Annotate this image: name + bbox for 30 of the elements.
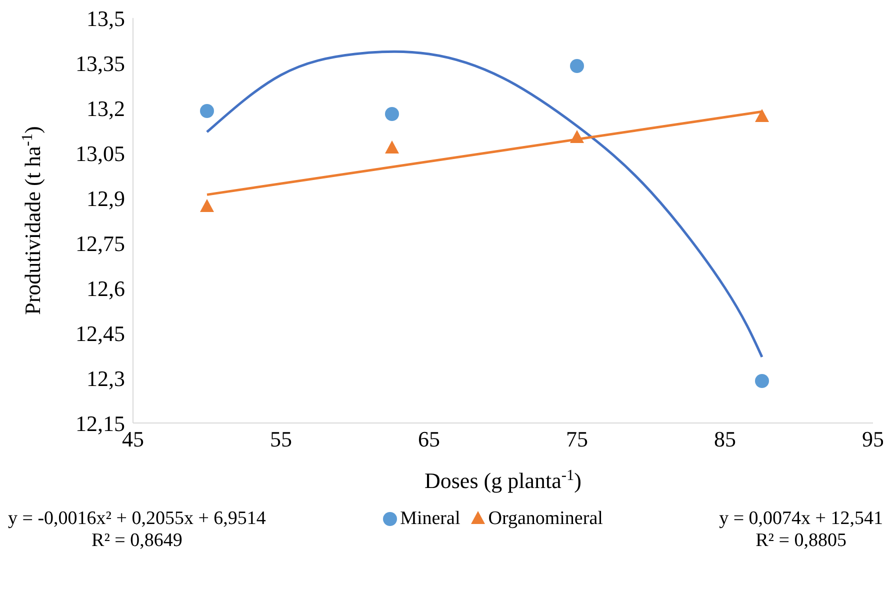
x-tick-label: 75 bbox=[566, 426, 588, 452]
legend-label: Mineral bbox=[400, 508, 460, 530]
x-tick-label: 85 bbox=[714, 426, 736, 452]
y-tick-label: 12,45 bbox=[76, 320, 125, 346]
text: y = -0,0016x² + 0,2055x + 6,9514 bbox=[8, 508, 266, 530]
point bbox=[570, 59, 584, 73]
y-tick-label: 12,15 bbox=[76, 410, 125, 436]
x-tick-label: 55 bbox=[270, 426, 292, 452]
x-tick-label: 95 bbox=[862, 426, 884, 452]
text: R² = 0,8649 bbox=[90, 530, 184, 552]
y-tick-label: 12,3 bbox=[86, 366, 125, 391]
y-tick-label: 13,2 bbox=[86, 96, 125, 121]
y-tick-label: 13,5 bbox=[86, 6, 125, 31]
point bbox=[385, 107, 399, 121]
x-axis-title: Doses (g planta$^{-1}$) bbox=[424, 466, 582, 493]
x-tick-label: 65 bbox=[418, 426, 440, 452]
text: R² = 0,8805 bbox=[754, 530, 848, 552]
text: y = 0,0074x + 12,541 bbox=[719, 508, 883, 530]
point bbox=[200, 104, 214, 118]
y-tick-label: 13,05 bbox=[76, 140, 125, 166]
legend-label: Organomineral bbox=[488, 508, 603, 530]
point bbox=[385, 140, 399, 154]
y-tick-label: 13,35 bbox=[76, 50, 125, 76]
point bbox=[570, 130, 584, 143]
point bbox=[755, 374, 769, 388]
y-tick-label: 12,75 bbox=[76, 230, 125, 256]
point bbox=[200, 199, 214, 212]
point bbox=[755, 109, 769, 122]
y-tick-label: 12,6 bbox=[86, 276, 125, 301]
y-tick-label: 12,9 bbox=[86, 186, 125, 211]
